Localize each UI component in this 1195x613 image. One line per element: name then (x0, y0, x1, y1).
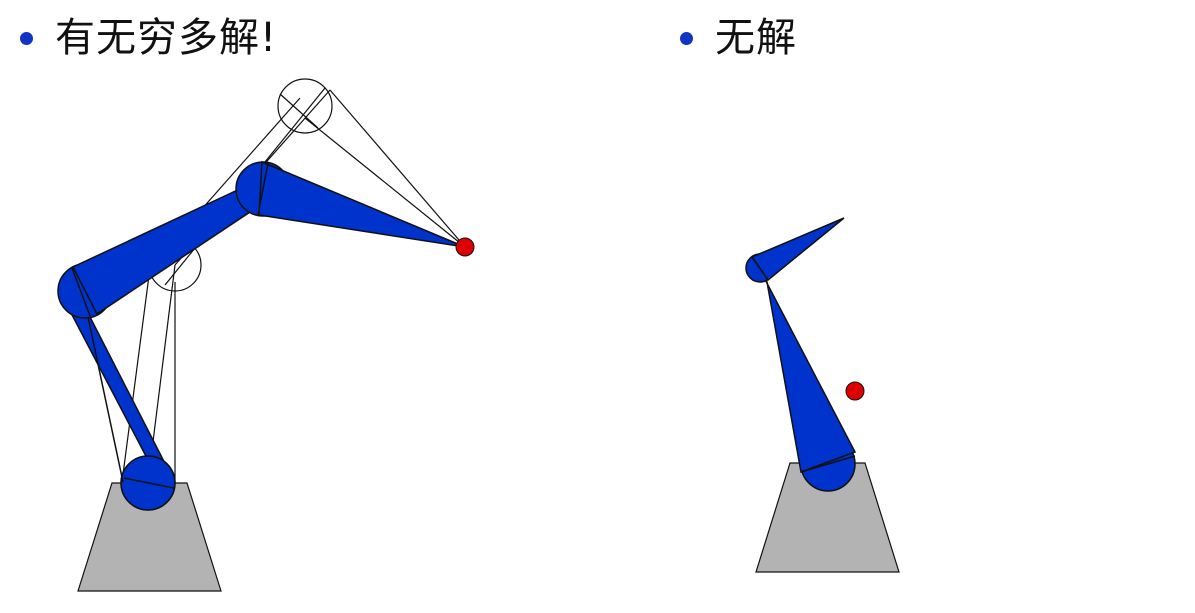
left-link-2 (71, 186, 261, 316)
left-link-3 (235, 160, 466, 248)
right-link-2 (745, 217, 845, 283)
left-robot (57, 78, 475, 592)
alternate-wrist-joint (277, 78, 333, 134)
left-base-joint-outline (120, 455, 176, 511)
caption-infinite-solutions: 有无穷多解! (55, 15, 278, 61)
right-target-point (845, 381, 865, 401)
right-robot (745, 217, 900, 573)
bullet-item-no-solution: 无解 (680, 10, 797, 66)
bullet-item-infinite-solutions: 有无穷多解! (20, 10, 277, 66)
bullet-dot-icon (680, 31, 693, 45)
caption-no-solution: 无解 (715, 15, 797, 61)
right-link-1 (757, 265, 857, 492)
left-target-point (455, 237, 475, 257)
bullet-dot-icon (20, 31, 33, 45)
left-shoulder-cross (123, 477, 175, 489)
alternate-configuration (121, 78, 466, 483)
